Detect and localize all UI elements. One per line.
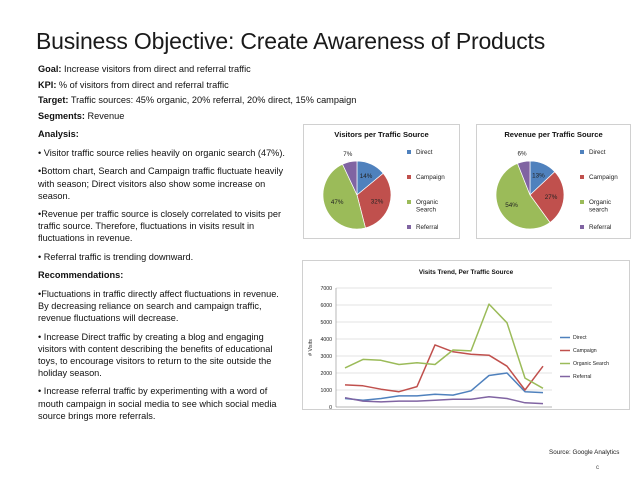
- analysis-item: • Referral traffic is trending downward.: [38, 251, 194, 262]
- revenue-pie-title: Revenue per Traffic Source: [504, 130, 603, 139]
- x-tick-label: Sep-12: [438, 410, 454, 411]
- visitors-pie-slice-label: 7%: [343, 151, 353, 158]
- kpi-row: KPI: % of visitors from direct and refer…: [38, 78, 356, 94]
- y-tick-label: 2000: [320, 371, 332, 377]
- visitors-pie-legend-label: Campaign: [416, 174, 445, 181]
- visitors-pie-svg: 14% 32% 47% 7% Direct Campaign Organic Search Re…: [322, 149, 445, 231]
- recommendations-heading: Recommendations:: [38, 269, 124, 280]
- revenue-pie-slice: [517, 160, 531, 196]
- x-tick-label: Dec-12: [492, 410, 508, 411]
- y-tick-label: 3000: [320, 354, 332, 360]
- goal-label: Goal:: [38, 64, 62, 74]
- segments-text: Revenue: [84, 110, 125, 121]
- visitors-pie-legend-label: Referral: [416, 224, 438, 231]
- revenue-pie-slice: [529, 171, 565, 223]
- series-line-referral: [344, 396, 544, 405]
- revenue-pie-legend-swatch: [580, 175, 584, 179]
- slide-title: Business Objective: Create Awareness of …: [36, 28, 546, 54]
- kpi-label: KPI:: [38, 79, 57, 90]
- x-tick-label: Apr-12: [349, 410, 364, 411]
- target-text: Traffic sources: 45% organic, 20% referr…: [68, 95, 357, 106]
- x-tick-label: Jan-13: [511, 410, 527, 411]
- visits-trend-svg: 0 1000 2000 3000 4000 5000 6000 7000 # Visits Mar…: [308, 286, 609, 411]
- y-tick-label: 6000: [320, 303, 332, 309]
- visits-trend-title: Visits Trend, Per Traffic Source: [418, 269, 514, 276]
- revenue-pie-legend-label: Direct: [589, 149, 606, 156]
- analysis-section: Analysis: • Visitor traffic source relie…: [38, 128, 288, 428]
- y-tick-label: 5000: [320, 320, 332, 326]
- y-tick-label: 0: [329, 405, 332, 411]
- revenue-pie-legend-label: Referral: [589, 224, 611, 231]
- revenue-pie-svg: 13% 27% 54% 6% Direct Campaign Organic search Re…: [495, 149, 618, 231]
- visitors-pie-slice-label: 47%: [331, 199, 344, 206]
- visitors-pie-slice: [322, 163, 366, 230]
- recommendation-item: • Increase Direct traffic by creating a …: [38, 331, 273, 379]
- visitors-pie-legend-swatch: [407, 175, 411, 179]
- revenue-pie-slice-label: 13%: [532, 173, 545, 180]
- target-row: Target: Traffic sources: 45% organic, 20…: [38, 93, 356, 109]
- page-number: c: [596, 465, 599, 471]
- x-tick-label: Jun-12: [385, 410, 401, 411]
- x-tick-label: Feb-13: [529, 410, 545, 411]
- revenue-pie-legend-swatch: [580, 150, 584, 154]
- visitors-pie-chart: Visitors per Traffic Source 14% 32% 47% 7% D…: [303, 124, 460, 239]
- revenue-pie-slice-label: 6%: [518, 151, 528, 158]
- series-line-campaign: [344, 344, 544, 393]
- analysis-item: • Visitor traffic source relies heavily …: [38, 148, 285, 159]
- recommendation-item: • Increase referral traffic by experimen…: [38, 386, 277, 421]
- goal-row: Goal: Increase visitors from direct and …: [38, 62, 356, 78]
- revenue-pie-legend-swatch: [580, 225, 584, 229]
- visitors-pie-legend-label: Direct: [416, 149, 433, 156]
- x-tick-label: Aug-12: [420, 410, 436, 411]
- revenue-pie-slice: [495, 162, 551, 230]
- line-legend-label: Campaign: [573, 348, 597, 354]
- line-legend-label: Direct: [573, 335, 587, 341]
- x-tick-label: Mar-12: [331, 410, 347, 411]
- revenue-pie-legend-label: Campaign: [589, 174, 618, 181]
- visitors-pie-legend-label: Organic Search: [416, 199, 438, 214]
- y-tick-label: 7000: [320, 286, 332, 292]
- revenue-pie-slice-label: 54%: [505, 202, 518, 209]
- revenue-pie-legend-swatch: [580, 200, 584, 204]
- recommendation-item: •Fluctuations in traffic directly affect…: [38, 289, 279, 324]
- target-label: Target:: [38, 95, 69, 106]
- analysis-item: •Revenue per traffic source is closely c…: [38, 209, 282, 244]
- y-tick-label: 1000: [320, 388, 332, 394]
- y-tick-label: 4000: [320, 337, 332, 343]
- kpi-text: % of visitors from direct and referral t…: [56, 79, 229, 90]
- segments-row: Segments: Revenue: [38, 109, 356, 125]
- objective-meta: Goal: Increase visitors from direct and …: [38, 62, 356, 124]
- visitors-pie-legend-swatch: [407, 200, 411, 204]
- revenue-pie-legend-label: Organic search: [589, 199, 611, 214]
- visitors-pie-slice: [356, 172, 392, 229]
- visitors-pie-legend-swatch: [407, 150, 411, 154]
- x-tick-label: Oct-12: [457, 410, 472, 411]
- revenue-pie-chart: Revenue per Traffic Source 13% 27% 54% 6% Di…: [476, 124, 631, 239]
- visits-trend-line-chart: Visits Trend, Per Traffic Source 0 1000 20…: [302, 260, 630, 411]
- revenue-pie-slice-label: 27%: [545, 194, 558, 201]
- visitors-pie-slice-label: 32%: [371, 199, 384, 206]
- source-note: Source: Google Analytics: [549, 449, 620, 456]
- analysis-item: •Bottom chart, Search and Campaign traff…: [38, 166, 284, 201]
- visitors-pie-slice-label: 14%: [360, 173, 373, 180]
- visitors-pie-slice: [342, 160, 358, 196]
- analysis-heading: Analysis:: [38, 129, 79, 139]
- x-tick-label: Jul-12: [404, 410, 418, 411]
- segments-label: Segments:: [38, 110, 85, 121]
- series-line-organic-search: [344, 303, 544, 389]
- goal-text: Increase visitors from direct and referr…: [61, 64, 251, 74]
- series-line-direct: [344, 372, 544, 401]
- visitors-pie-legend-swatch: [407, 225, 411, 229]
- visitors-pie-title: Visitors per Traffic Source: [334, 130, 429, 139]
- x-tick-label: Nov-12: [474, 410, 490, 411]
- line-legend-label: Referral: [573, 374, 591, 380]
- x-tick-label: May-12: [366, 410, 383, 411]
- line-legend-label: Organic Search: [573, 361, 609, 367]
- y-axis-label: # Visits: [308, 339, 314, 356]
